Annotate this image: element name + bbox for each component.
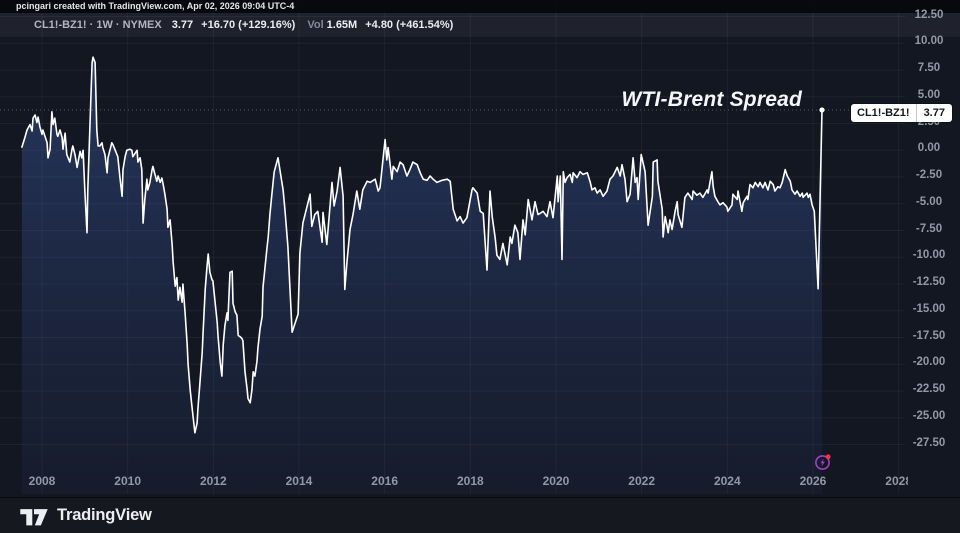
price-change: +16.70 (+129.16%) <box>201 19 296 31</box>
price-axis-label: 0.00 <box>917 142 941 155</box>
series-area <box>21 57 822 494</box>
time-axis-label: 2028 <box>885 474 908 488</box>
time-axis[interactable]: 2008 2010 2012 2014 2016 2018 2020 2022 2024 2026… <box>0 474 908 492</box>
price-axis-label: -22.50 <box>912 383 946 396</box>
price-axis-label: 10.00 <box>914 35 944 48</box>
price-axis-label: 12.50 <box>914 8 944 21</box>
time-axis-label: 2016 <box>371 474 398 488</box>
footer-bar: TradingView <box>0 497 960 533</box>
volume-label: Vol <box>307 19 324 31</box>
last-price-tag-value: 3.77 <box>923 107 945 119</box>
time-axis-label: 2022 <box>628 474 655 488</box>
tradingview-mark-icon <box>20 508 48 525</box>
price-axis-label: 7.50 <box>917 62 941 75</box>
time-axis-label: 2020 <box>542 474 570 488</box>
attribution-text: pcingari created with TradingView.com, A… <box>16 1 295 11</box>
price-axis[interactable]: 12.5010.007.505.002.500.00-2.50-5.00-7.5… <box>905 0 960 497</box>
volume-value: 1.65M <box>326 19 358 31</box>
red-notification-dot <box>825 454 831 460</box>
time-axis-label: 2014 <box>285 474 313 488</box>
last-price-value: 3.77 <box>171 19 194 31</box>
time-axis-label: 2018 <box>456 474 484 488</box>
tradingview-logo[interactable]: TradingView <box>18 504 152 528</box>
time-axis-label: 2024 <box>713 474 741 488</box>
last-price-tag-symbol: CL1!-BZ1! <box>851 104 917 122</box>
time-axis-label: 2012 <box>199 474 227 488</box>
price-axis-label: -2.50 <box>915 169 943 182</box>
time-axis-label: 2010 <box>114 474 141 488</box>
attribution-bar: pcingari created with TradingView.com, A… <box>0 0 960 13</box>
time-axis-label: 2026 <box>799 474 827 488</box>
volume-change: +4.80 (+461.54%) <box>365 19 454 31</box>
price-axis-label: -17.50 <box>912 329 946 342</box>
price-axis-label: -7.50 <box>915 222 943 235</box>
price-axis-label: -15.00 <box>912 302 946 315</box>
symbol-title[interactable]: CL1!-BZ1! · 1W · NYMEX <box>34 19 162 31</box>
price-axis-label: -12.50 <box>912 276 946 289</box>
symbol-legend[interactable]: CL1!-BZ1! · 1W · NYMEX 3.77 +16.70 (+129… <box>0 13 960 37</box>
price-axis-label: -20.00 <box>912 356 946 369</box>
price-axis-label: 5.00 <box>917 88 941 101</box>
event-lightning-icon[interactable] <box>814 453 832 471</box>
chart-title-annotation: WTI-Brent Spread <box>621 88 802 111</box>
price-axis-label: -27.50 <box>912 436 946 449</box>
price-chart[interactable] <box>0 0 960 497</box>
price-axis-label: -5.00 <box>915 195 943 208</box>
time-axis-label: 2008 <box>28 474 56 488</box>
tradingview-brand-text: TradingView <box>57 506 152 524</box>
price-axis-label: -10.00 <box>912 249 946 262</box>
last-point-marker <box>819 107 825 113</box>
series-line <box>21 56 823 434</box>
price-axis-label: -25.00 <box>912 409 946 422</box>
last-price-tag: CL1!-BZ1! 3.77 <box>851 104 952 122</box>
